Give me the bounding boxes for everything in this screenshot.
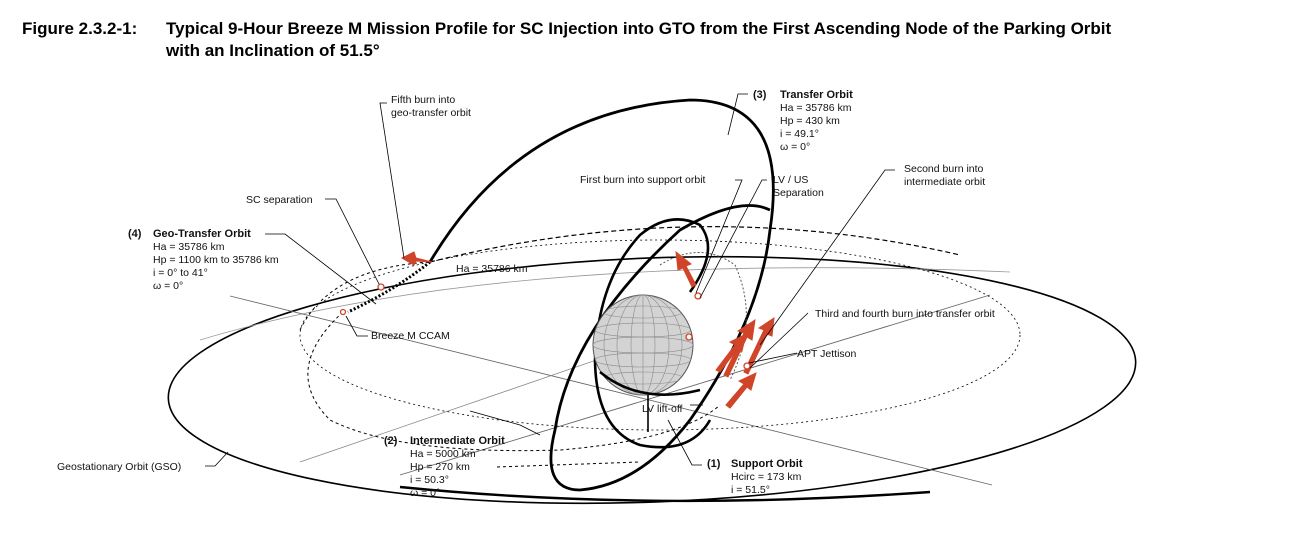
equator-line — [199, 267, 1011, 341]
figure-number: Figure 2.3.2-1: — [22, 19, 138, 38]
transfer-orbit-ha: Ha = 35786 km — [780, 102, 852, 114]
geo-transfer-orbit-number: (4) — [128, 228, 142, 240]
fourth-burn-arrow — [715, 333, 747, 373]
gso-label: Geostationary Orbit (GSO) — [57, 461, 181, 473]
geo-transfer-orbit-inclination: i = 0° to 41° — [153, 267, 208, 279]
geo-transfer-orbit-outline — [299, 239, 1021, 431]
sc-separation-label: SC separation — [246, 194, 313, 206]
geo-transfer-orbit-back — [429, 226, 961, 263]
support-orbit-hcirc: Hcirc = 173 km — [731, 471, 802, 483]
geo-transfer-orbit-name: Geo-Transfer Orbit — [153, 228, 251, 240]
support-orbit-name: Support Orbit — [731, 458, 803, 470]
support-orbit-number: (1) — [707, 458, 721, 470]
lv-us-separation-marker — [694, 292, 702, 300]
support-orbit-front — [599, 370, 701, 396]
transfer-orbit — [428, 98, 775, 492]
apogee-altitude-label: Ha = 35786 km — [456, 263, 528, 275]
transfer-orbit-number: (3) — [753, 89, 767, 101]
leader-lines — [205, 93, 895, 467]
intermediate-orbit-inclination: i = 50.3° — [410, 474, 449, 486]
third-burn-arrow — [725, 372, 757, 409]
liftoff-marker — [685, 333, 693, 341]
first-burn-label: First burn into support orbit — [580, 174, 706, 186]
intermediate-orbit-hp: Hp = 270 km — [410, 461, 470, 473]
geo-transfer-orbit-ha: Ha = 35786 km — [153, 241, 225, 253]
sc-separation-marker — [377, 283, 385, 291]
intermediate-orbit-number: (2) — [384, 435, 398, 447]
fifth-burn-label-1: Fifth burn into — [391, 94, 455, 106]
lv-us-separation-label-2: Separation — [773, 187, 824, 199]
intermediate-orbit-ha: Ha = 5000 km — [410, 448, 476, 460]
fifth-burn-label-2: geo-transfer orbit — [391, 107, 471, 119]
geo-transfer-orbit-omega: ω = 0° — [153, 280, 183, 292]
second-burn-label-2: intermediate orbit — [904, 176, 985, 188]
transfer-orbit-omega: ω = 0° — [780, 141, 810, 153]
node-line-3 — [299, 344, 641, 463]
ccam-marker — [339, 308, 347, 316]
intermediate-orbit-omega: ω = 0° — [410, 487, 440, 499]
breeze-ccam-label: Breeze M CCAM — [371, 330, 450, 342]
apt-jettison-label: APT Jettison — [797, 348, 856, 360]
geo-transfer-orbit-hp: Hp = 1100 km to 35786 km — [153, 254, 279, 266]
figure-title-line1: Typical 9-Hour Breeze M Mission Profile … — [166, 19, 1112, 38]
node-line-2 — [229, 295, 993, 486]
earth — [592, 294, 694, 396]
intermediate-orbit-name: Intermediate Orbit — [410, 435, 505, 447]
transfer-orbit-inclination: i = 49.1° — [780, 128, 819, 140]
second-burn-label-1: Second burn into — [904, 163, 984, 175]
intermediate-orbit-pointer — [496, 461, 641, 468]
gso-orbit-front — [399, 485, 931, 503]
transfer-orbit-name: Transfer Orbit — [780, 89, 853, 101]
third-fourth-burn-label: Third and fourth burn into transfer orbi… — [815, 308, 995, 320]
sc-trajectory — [347, 260, 431, 314]
lv-us-separation-label-1: LV / US — [773, 174, 808, 186]
apt-marker — [743, 362, 751, 370]
support-orbit-inclination: i = 51.5° — [731, 484, 770, 496]
fifth-burn-arrow — [400, 251, 433, 266]
transfer-orbit-hp: Hp = 430 km — [780, 115, 840, 127]
support-orbit — [593, 218, 712, 449]
first-burn-arrow — [675, 250, 697, 288]
event-markers — [339, 283, 751, 370]
burn-arrows — [400, 250, 775, 409]
intermediate-orbit — [307, 311, 721, 452]
lv-liftoff-label: LV lift-off — [642, 403, 683, 415]
node-line-1 — [399, 294, 991, 476]
figure-title-line2: with an Inclination of 51.5° — [166, 41, 380, 60]
